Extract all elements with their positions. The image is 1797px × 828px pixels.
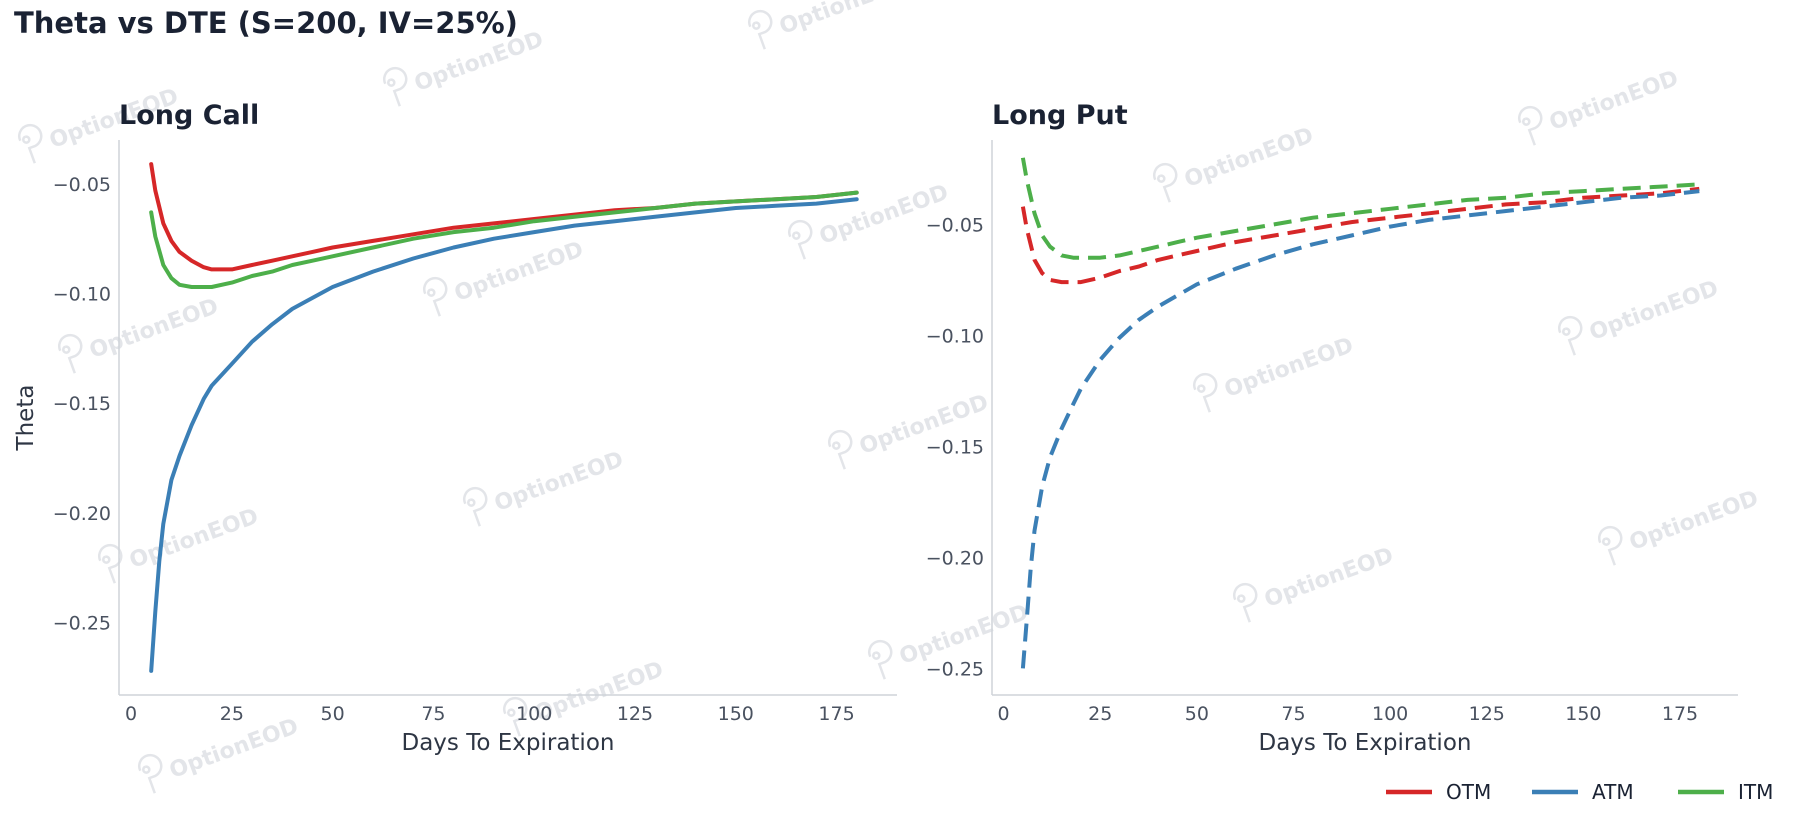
long-put-y-tick-label: −0.15: [926, 436, 984, 458]
long-call-x-tick-label: 150: [718, 703, 754, 725]
long-put-x-tick-label: 50: [1185, 703, 1209, 725]
legend-item-otm: OTM: [1386, 780, 1491, 804]
long-put-series-otm-line: [1020, 186, 1700, 285]
legend: OTM ATM ITM: [1386, 780, 1773, 804]
long-call-x-tick-label: 50: [321, 703, 345, 725]
long-put-x-tick-label: 75: [1281, 703, 1305, 725]
long-put-x-tick-label: 125: [1469, 703, 1505, 725]
long-call-series-atm-line: [149, 197, 859, 673]
long-put-title: Long Put: [992, 100, 1128, 131]
long-put-x-tick-label: 100: [1372, 703, 1408, 725]
long-call-y-tick-label: −0.10: [53, 284, 111, 306]
long-put-x-tick-label: 150: [1565, 703, 1601, 725]
long-put-x-tick-label: 175: [1662, 703, 1698, 725]
long-put-y-tick-label: −0.25: [926, 658, 984, 680]
long-call-panel: Long Call 0 25 50 75 100 125 150 175 −0.25 −0.20 −0…: [13, 100, 897, 756]
long-call-y-tick-label: −0.20: [53, 503, 111, 525]
long-call-y-tick-label: −0.25: [53, 613, 111, 635]
long-call-title: Long Call: [119, 100, 259, 131]
long-put-series-atm-line: [1020, 189, 1700, 669]
long-put-x-tick-label: 0: [998, 703, 1010, 725]
long-call-y-axis-label: Theta: [13, 385, 39, 452]
long-call-y-tick-label: −0.05: [53, 174, 111, 196]
long-put-series-itm-line: [1020, 157, 1700, 260]
long-call-x-tick-label: 25: [220, 703, 244, 725]
long-call-series-otm-line: [149, 162, 859, 272]
page-title: Theta vs DTE (S=200, IV=25%): [14, 6, 518, 40]
long-call-series-itm-line: [149, 190, 859, 289]
legend-label: OTM: [1446, 780, 1491, 804]
long-call-x-tick-label: 125: [617, 703, 653, 725]
legend-label: ITM: [1738, 780, 1773, 804]
legend-item-atm: ATM: [1532, 780, 1634, 804]
legend-item-itm: ITM: [1678, 780, 1773, 804]
long-put-y-tick-label: −0.05: [926, 214, 984, 236]
long-put-y-tick-label: −0.10: [926, 325, 984, 347]
long-call-x-tick-label: 175: [818, 703, 854, 725]
long-call-x-tick-label: 75: [421, 703, 445, 725]
long-call-x-tick-label: 100: [516, 703, 552, 725]
long-put-x-tick-label: 25: [1088, 703, 1112, 725]
long-put-panel: Long Put 0 25 50 75 100 125 150 175 −0.25 −0.20 −0.…: [926, 100, 1738, 756]
legend-label: ATM: [1592, 780, 1634, 804]
long-put-y-tick-label: −0.20: [926, 547, 984, 569]
long-call-y-tick-label: −0.15: [53, 393, 111, 415]
long-put-x-axis-label: Days To Expiration: [1259, 730, 1472, 756]
long-call-x-tick-label: 0: [125, 703, 137, 725]
long-call-x-axis-label: Days To Expiration: [402, 730, 615, 756]
